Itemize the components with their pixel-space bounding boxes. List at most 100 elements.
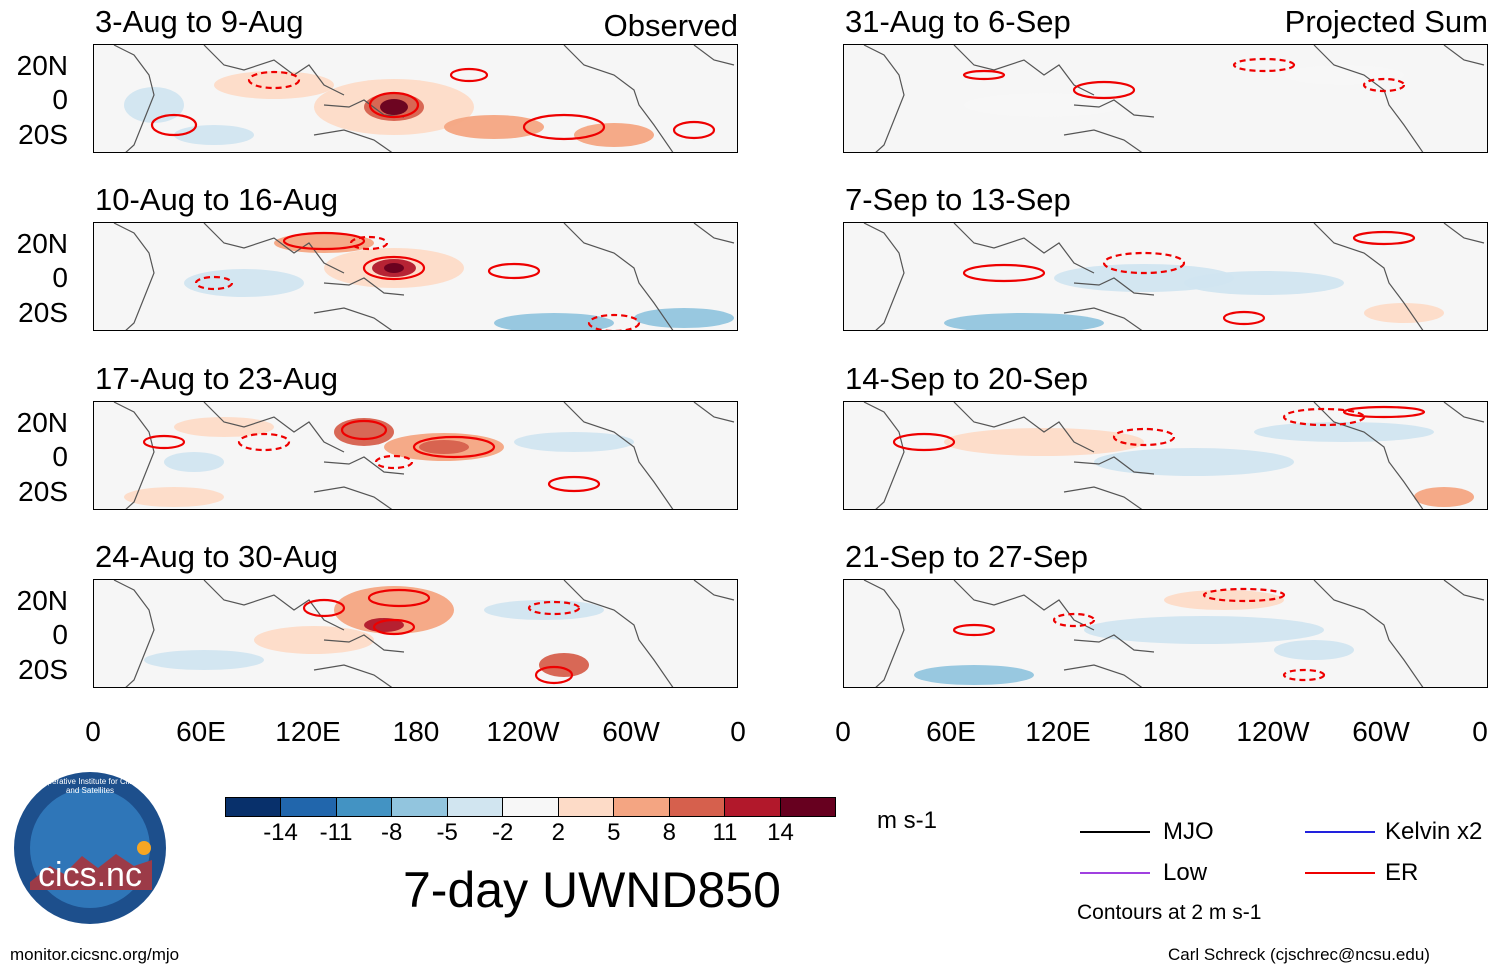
er-contour bbox=[1222, 310, 1266, 326]
anomaly-region bbox=[574, 123, 654, 147]
anomaly-region bbox=[484, 600, 604, 620]
coastline bbox=[863, 402, 905, 509]
er-contour bbox=[1072, 80, 1136, 100]
colorbar-tick-label: -2 bbox=[492, 819, 514, 846]
units-label: m s-1 bbox=[877, 807, 937, 834]
colorbar-ticks: -14 -11 -8 -5 -2 2 5 8 11 14 bbox=[0, 821, 1501, 851]
er-contour bbox=[952, 623, 996, 637]
anomaly-region bbox=[1254, 422, 1434, 442]
colorbar-tick-label: -14 bbox=[263, 819, 298, 846]
anomaly-region bbox=[634, 308, 734, 328]
er-contour bbox=[449, 67, 489, 83]
er-contour bbox=[142, 434, 186, 450]
anomaly-region bbox=[1094, 448, 1294, 476]
coastline bbox=[313, 664, 393, 687]
colorbar-tick-label: 8 bbox=[662, 819, 677, 846]
cics-logo-graphic bbox=[14, 772, 166, 924]
coastline bbox=[693, 580, 735, 601]
colorbar-cell bbox=[226, 798, 281, 816]
coastline bbox=[563, 223, 674, 330]
coastline bbox=[693, 402, 735, 423]
anomaly-field bbox=[863, 223, 1485, 330]
colorbar-cell bbox=[391, 798, 447, 816]
coastline bbox=[1063, 486, 1143, 509]
x-tick-label: 0 bbox=[1472, 716, 1488, 747]
er-contour bbox=[367, 588, 431, 608]
er-contour bbox=[340, 419, 388, 441]
anomaly-field bbox=[863, 580, 1485, 687]
y-tick-label: 0 bbox=[52, 262, 68, 293]
coastline bbox=[1313, 223, 1424, 330]
observed-label: Observed bbox=[603, 8, 738, 43]
panel-title-2: 10-Aug to 16-Aug bbox=[95, 182, 339, 217]
colorbar-tick-label: 11 bbox=[712, 819, 738, 846]
anomaly-field bbox=[113, 45, 735, 152]
anomaly-region bbox=[419, 440, 469, 454]
colorbar-tick-label: -11 bbox=[319, 819, 353, 846]
x-tick-label: 120W bbox=[1236, 716, 1310, 747]
coastline bbox=[1063, 664, 1143, 687]
legend-line-mjo bbox=[1080, 831, 1150, 833]
er-contour bbox=[1112, 427, 1176, 447]
panel-title-6: 7-Sep to 13-Sep bbox=[845, 182, 1071, 217]
anomaly-field bbox=[863, 402, 1485, 509]
logo-text: cics.nc bbox=[38, 856, 142, 894]
coastline bbox=[203, 45, 345, 96]
legend-label-kelvin: Kelvin x2 bbox=[1385, 818, 1483, 845]
coastline bbox=[203, 580, 345, 631]
legend-line-er bbox=[1305, 872, 1375, 874]
projected-label: Projected Sum bbox=[1284, 4, 1488, 39]
coastline bbox=[863, 580, 905, 687]
y-tick-label: 20S bbox=[18, 119, 68, 150]
cics-logo: cics.nc Cooperative Institute for Climat… bbox=[12, 770, 168, 926]
panel-title-4: 24-Aug to 30-Aug bbox=[95, 539, 339, 574]
x-tick-label: 60W bbox=[1352, 716, 1410, 747]
er-contour bbox=[368, 91, 420, 119]
contour-note: Contours at 2 m s-1 bbox=[1077, 901, 1262, 924]
y-tick-label: 20N bbox=[16, 50, 68, 81]
anomaly-region bbox=[944, 428, 1144, 456]
anomaly-region bbox=[144, 650, 264, 670]
coastline bbox=[323, 277, 405, 296]
colorbar-cell bbox=[502, 798, 558, 816]
er-contour bbox=[1342, 405, 1426, 419]
er-contour bbox=[412, 435, 496, 459]
er-contour bbox=[1352, 230, 1416, 246]
anomaly-field bbox=[113, 580, 735, 687]
colorbar-tick-label: -5 bbox=[436, 819, 458, 846]
panel-title-5: 31-Aug to 6-Sep bbox=[845, 4, 1071, 39]
anomaly-region bbox=[334, 586, 454, 634]
coastline bbox=[953, 580, 1095, 631]
er-contour bbox=[534, 665, 574, 685]
er-contour bbox=[522, 113, 606, 141]
colorbar bbox=[225, 797, 836, 817]
map-panel-8 bbox=[843, 579, 1488, 688]
coastline bbox=[323, 456, 405, 475]
anomaly-region bbox=[254, 626, 374, 654]
colorbar-cell bbox=[613, 798, 669, 816]
anomaly-region bbox=[1084, 616, 1324, 644]
coastline bbox=[1073, 99, 1155, 118]
x-tick-label: 180 bbox=[392, 716, 440, 747]
coastline bbox=[1443, 580, 1485, 601]
colorbar-cell bbox=[280, 798, 336, 816]
anomaly-region bbox=[1274, 640, 1354, 660]
coastline bbox=[113, 223, 155, 330]
y-tick-label: 20S bbox=[18, 476, 68, 507]
er-contour bbox=[487, 262, 541, 280]
y-tick-label: 0 bbox=[52, 84, 68, 115]
anomaly-region bbox=[964, 93, 1124, 117]
er-contour bbox=[547, 475, 601, 493]
x-tick-label: 60E bbox=[926, 716, 976, 747]
logo-ring-text: Cooperative Institute for Climate and Sa… bbox=[32, 777, 148, 795]
x-tick-label: 120E bbox=[275, 716, 341, 747]
x-tick-label: 0 bbox=[730, 716, 746, 747]
anomaly-field bbox=[863, 45, 1485, 152]
coastline bbox=[863, 45, 905, 152]
coastline bbox=[953, 402, 1095, 453]
er-contour bbox=[527, 600, 581, 616]
colorbar-tick-label: -8 bbox=[380, 819, 403, 846]
anomaly-field bbox=[113, 223, 735, 330]
coastline bbox=[323, 99, 405, 118]
legend-label-low: Low bbox=[1163, 859, 1208, 886]
